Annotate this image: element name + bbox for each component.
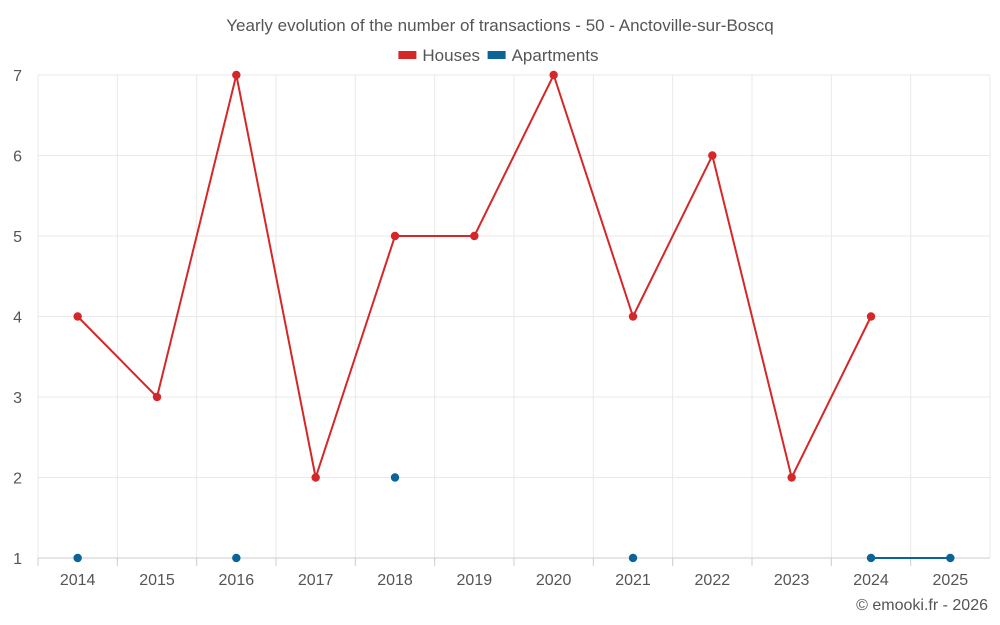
data-point-houses-2020[interactable] [549, 70, 558, 80]
series-apartments [73, 473, 955, 563]
data-point-apartments-2016[interactable] [232, 553, 241, 563]
chart-credit: © emooki.fr - 2026 [856, 597, 988, 614]
data-point-houses-2017[interactable] [311, 473, 320, 482]
legend-swatch [487, 51, 506, 59]
x-tick-label: 2017 [298, 572, 334, 589]
chart-legend: Houses Apartments [398, 46, 599, 65]
data-point-houses-2014[interactable] [73, 312, 82, 321]
data-point-apartments-2018[interactable] [390, 473, 400, 482]
x-tick-label: 2025 [933, 572, 969, 589]
y-tick-label: 7 [13, 68, 22, 85]
x-tick-label: 2022 [695, 572, 731, 589]
y-tick-label: 6 [13, 149, 22, 166]
chart-series [73, 70, 955, 563]
x-tick-label: 2023 [774, 572, 810, 589]
chart-grid [37, 74, 991, 559]
data-point-apartments-2021[interactable] [628, 553, 638, 563]
x-tick-label: 2015 [139, 572, 175, 589]
data-point-houses-2016[interactable] [232, 70, 241, 80]
data-point-houses-2022[interactable] [708, 151, 717, 160]
legend-swatch [398, 51, 417, 59]
y-tick-label: 2 [13, 471, 22, 488]
data-point-houses-2023[interactable] [787, 473, 796, 482]
legend-label: Apartments [512, 46, 599, 65]
y-tick-label: 1 [13, 551, 22, 568]
data-point-apartments-2025[interactable] [946, 553, 955, 563]
x-tick-label: 2016 [219, 572, 255, 589]
data-point-houses-2021[interactable] [628, 312, 638, 321]
x-tick-label: 2014 [60, 572, 96, 589]
legend-item-houses[interactable]: Houses [398, 46, 480, 65]
data-point-apartments-2014[interactable] [73, 553, 82, 563]
data-point-houses-2019[interactable] [470, 231, 479, 241]
chart-title: Yearly evolution of the number of transa… [226, 16, 773, 35]
x-tick-label: 2018 [377, 572, 413, 589]
y-tick-label: 5 [13, 229, 22, 246]
y-tick-label: 3 [13, 390, 22, 407]
data-point-houses-2024[interactable] [866, 312, 876, 321]
data-point-houses-2015[interactable] [152, 392, 162, 402]
y-tick-label: 4 [13, 310, 22, 327]
legend-item-apartments[interactable]: Apartments [487, 46, 599, 65]
x-tick-label: 2020 [536, 572, 572, 589]
x-tick-label: 2021 [615, 572, 651, 589]
x-tick-label: 2019 [457, 572, 493, 589]
series-houses [73, 70, 876, 482]
chart-axes: 1 2 3 4 5 6 7 2014 2015 2016 2017 2018 2019 2020 2021 2… [13, 68, 990, 589]
data-point-houses-2018[interactable] [390, 231, 400, 241]
x-tick-label: 2024 [853, 572, 889, 589]
legend-label: Houses [422, 46, 480, 65]
data-point-apartments-2024[interactable] [866, 553, 876, 563]
